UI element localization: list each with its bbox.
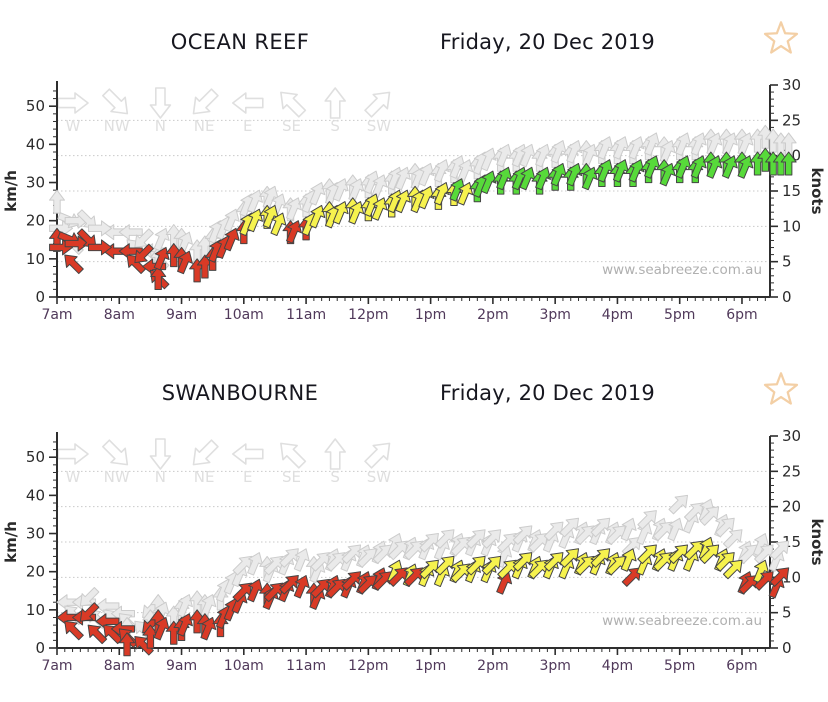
svg-text:7am: 7am <box>41 307 72 323</box>
svg-text:50: 50 <box>26 448 45 466</box>
wind-graph-plot: W NW N NE E SE S SW www.seabreeze.com.au 0 10 20 30 4… <box>2 427 826 674</box>
svg-text:0: 0 <box>35 639 45 657</box>
svg-text:10am: 10am <box>224 658 264 674</box>
chart-date: Friday, 20 Dec 2019 <box>440 30 655 54</box>
svg-text:2pm: 2pm <box>477 307 508 323</box>
svg-text:5: 5 <box>782 253 792 271</box>
svg-text:0: 0 <box>782 639 792 657</box>
svg-text:6pm: 6pm <box>726 307 757 323</box>
svg-text:SE: SE <box>282 117 301 135</box>
svg-text:12pm: 12pm <box>348 307 388 323</box>
svg-text:4pm: 4pm <box>602 307 633 323</box>
svg-text:25: 25 <box>782 111 801 129</box>
svg-text:50: 50 <box>26 97 45 115</box>
svg-text:knots: knots <box>808 518 826 565</box>
svg-text:1pm: 1pm <box>415 307 446 323</box>
svg-text:10: 10 <box>782 217 801 235</box>
svg-text:12pm: 12pm <box>348 658 388 674</box>
svg-text:knots: knots <box>808 167 826 214</box>
svg-text:25: 25 <box>782 462 801 480</box>
svg-text:km/h: km/h <box>2 521 20 563</box>
svg-text:W: W <box>66 468 81 486</box>
chart-title: OCEAN REEF <box>170 30 310 54</box>
svg-text:10: 10 <box>26 250 45 268</box>
svg-text:0: 0 <box>35 288 45 306</box>
svg-text:8am: 8am <box>104 307 135 323</box>
svg-text:9am: 9am <box>166 307 197 323</box>
svg-text:10: 10 <box>26 601 45 619</box>
svg-text:10am: 10am <box>224 307 264 323</box>
svg-text:7am: 7am <box>41 658 72 674</box>
svg-text:5pm: 5pm <box>664 658 695 674</box>
svg-text:5pm: 5pm <box>664 307 695 323</box>
svg-text:1pm: 1pm <box>415 658 446 674</box>
svg-text:www.seabreeze.com.au: www.seabreeze.com.au <box>602 613 762 629</box>
svg-text:15: 15 <box>782 182 801 200</box>
favorite-star-icon[interactable] <box>762 371 800 409</box>
svg-text:NW: NW <box>104 117 130 135</box>
svg-text:8am: 8am <box>104 658 135 674</box>
wind-graph-plot: W NW N NE E SE S SW www.seabreeze.com.au 0 10 20 30 4… <box>2 76 826 323</box>
svg-text:NW: NW <box>104 468 130 486</box>
svg-text:E: E <box>243 117 252 135</box>
svg-text:30: 30 <box>782 76 801 94</box>
chart-title: SWANBOURNE <box>161 381 319 405</box>
svg-text:2pm: 2pm <box>477 658 508 674</box>
svg-text:km/h: km/h <box>2 170 20 212</box>
svg-text:S: S <box>330 117 340 135</box>
svg-text:30: 30 <box>26 525 45 543</box>
svg-text:SW: SW <box>367 468 392 486</box>
svg-text:0: 0 <box>782 288 792 306</box>
svg-text:4pm: 4pm <box>602 658 633 674</box>
svg-text:30: 30 <box>26 174 45 192</box>
svg-text:11am: 11am <box>286 658 326 674</box>
svg-text:S: S <box>330 468 340 486</box>
svg-text:20: 20 <box>26 212 45 230</box>
svg-text:SW: SW <box>367 117 392 135</box>
chart-date: Friday, 20 Dec 2019 <box>440 381 655 405</box>
svg-text:N: N <box>155 468 166 486</box>
svg-text:3pm: 3pm <box>539 658 570 674</box>
svg-text:W: W <box>66 117 81 135</box>
svg-text:40: 40 <box>26 486 45 504</box>
chart-swanbourne: SWANBOURNE Friday, 20 Dec 2019 W NW N NE E SE… <box>0 351 828 702</box>
svg-text:6pm: 6pm <box>726 658 757 674</box>
svg-text:11am: 11am <box>286 307 326 323</box>
svg-text:E: E <box>243 468 252 486</box>
svg-text:9am: 9am <box>166 658 197 674</box>
chart-ocean-reef: OCEAN REEF Friday, 20 Dec 2019 W NW N NE E SE… <box>2 20 826 323</box>
svg-text:20: 20 <box>26 563 45 581</box>
favorite-star-icon[interactable] <box>762 20 800 58</box>
svg-text:NE: NE <box>194 117 215 135</box>
svg-text:40: 40 <box>26 135 45 153</box>
svg-text:20: 20 <box>782 498 801 516</box>
svg-text:30: 30 <box>782 427 801 445</box>
svg-text:3pm: 3pm <box>539 307 570 323</box>
svg-text:N: N <box>155 117 166 135</box>
svg-text:www.seabreeze.com.au: www.seabreeze.com.au <box>602 262 762 278</box>
svg-text:NE: NE <box>194 468 215 486</box>
svg-text:5: 5 <box>782 604 792 622</box>
svg-text:SE: SE <box>282 468 301 486</box>
